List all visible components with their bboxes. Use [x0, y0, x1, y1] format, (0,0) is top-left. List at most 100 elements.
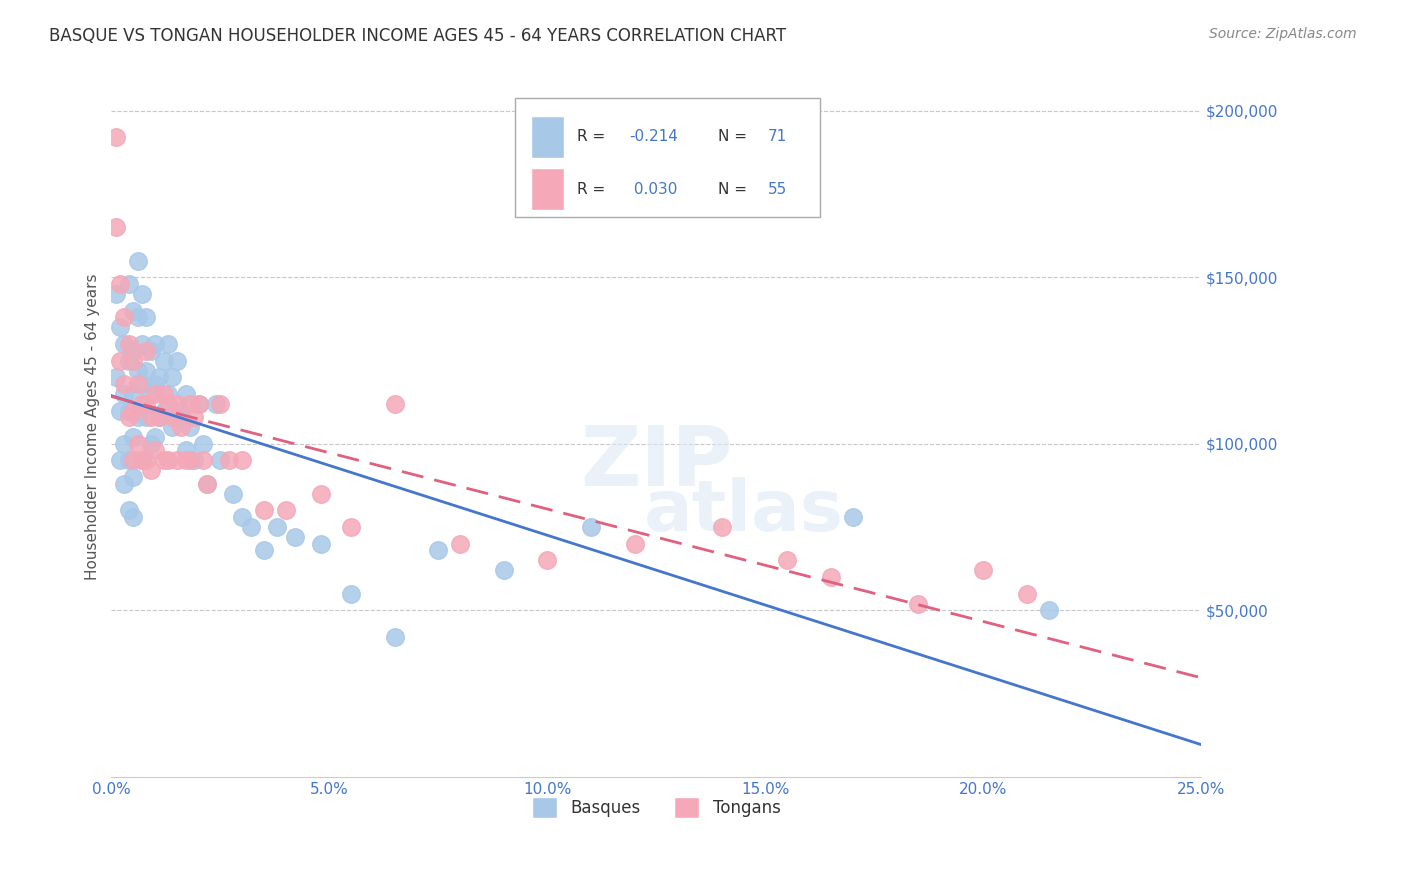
Point [118, 410, 141, 425]
Y-axis label: Householder Income Ages 45 - 64 years: Householder Income Ages 45 - 64 years [86, 274, 100, 581]
Point [118, 453, 141, 467]
Text: N =: N = [718, 182, 752, 197]
Point [623, 537, 645, 551]
Point [776, 553, 799, 567]
Point [104, 130, 127, 145]
Point [135, 453, 157, 467]
Point [231, 510, 253, 524]
Point [183, 410, 205, 425]
Point [139, 410, 162, 425]
Point [174, 453, 197, 467]
Point [135, 310, 157, 325]
Point [1015, 587, 1038, 601]
Point [131, 287, 153, 301]
Point [148, 410, 170, 425]
Text: 0.030: 0.030 [628, 182, 678, 197]
Text: N =: N = [718, 129, 752, 145]
Point [179, 420, 201, 434]
Legend: Basques, Tongans: Basques, Tongans [526, 791, 787, 824]
Point [209, 453, 232, 467]
Point [152, 387, 174, 401]
Point [118, 337, 141, 351]
Point [340, 587, 363, 601]
Point [166, 410, 188, 425]
Point [157, 453, 180, 467]
Point [340, 520, 363, 534]
Point [143, 443, 166, 458]
Point [266, 520, 288, 534]
Point [179, 453, 201, 467]
Point [209, 397, 232, 411]
Point [162, 420, 184, 434]
Point [174, 443, 197, 458]
Point [122, 403, 145, 417]
Point [820, 570, 842, 584]
Point [170, 420, 193, 434]
Point [166, 453, 188, 467]
Point [384, 397, 406, 411]
Point [104, 370, 127, 384]
Point [166, 397, 188, 411]
Point [104, 220, 127, 235]
Point [127, 363, 149, 377]
Point [143, 387, 166, 401]
Point [157, 397, 180, 411]
Text: R =: R = [576, 182, 610, 197]
Point [139, 387, 162, 401]
Point [157, 337, 180, 351]
Point [283, 530, 305, 544]
Point [139, 437, 162, 451]
Point [114, 437, 136, 451]
Point [218, 453, 240, 467]
Point [536, 553, 558, 567]
Point [492, 563, 515, 577]
Point [114, 476, 136, 491]
Point [127, 376, 149, 391]
Point [449, 537, 471, 551]
Point [157, 387, 180, 401]
Point [127, 310, 149, 325]
Text: atlas: atlas [644, 476, 844, 546]
Point [309, 537, 332, 551]
Point [183, 453, 205, 467]
Point [127, 253, 149, 268]
Point [1038, 603, 1060, 617]
Point [127, 437, 149, 451]
Point [122, 343, 145, 358]
Point [108, 277, 131, 291]
Point [122, 470, 145, 484]
Point [253, 503, 276, 517]
Bar [531, 169, 564, 211]
Point [118, 353, 141, 368]
Point [139, 463, 162, 477]
Point [239, 520, 262, 534]
Point [131, 453, 153, 467]
Point [143, 430, 166, 444]
Point [108, 353, 131, 368]
Point [162, 410, 184, 425]
Point [122, 353, 145, 368]
Point [191, 437, 214, 451]
Point [152, 353, 174, 368]
Text: R =: R = [576, 129, 610, 145]
Point [114, 387, 136, 401]
FancyBboxPatch shape [515, 98, 820, 218]
Point [104, 287, 127, 301]
Point [162, 370, 184, 384]
Point [135, 397, 157, 411]
Point [187, 397, 209, 411]
Point [253, 543, 276, 558]
Point [118, 503, 141, 517]
Point [309, 487, 332, 501]
Point [139, 343, 162, 358]
Point [118, 403, 141, 417]
Point [148, 410, 170, 425]
Point [131, 397, 153, 411]
Point [135, 363, 157, 377]
Point [122, 387, 145, 401]
Point [231, 453, 253, 467]
Text: Source: ZipAtlas.com: Source: ZipAtlas.com [1209, 27, 1357, 41]
Text: BASQUE VS TONGAN HOUSEHOLDER INCOME AGES 45 - 64 YEARS CORRELATION CHART: BASQUE VS TONGAN HOUSEHOLDER INCOME AGES… [49, 27, 786, 45]
Point [710, 520, 733, 534]
Point [122, 303, 145, 318]
